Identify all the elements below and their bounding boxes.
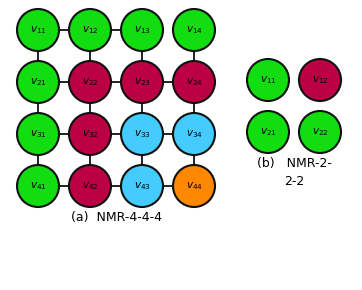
Text: $v_{32}$: $v_{32}$	[82, 128, 98, 140]
Text: $v_{11}$: $v_{11}$	[260, 74, 276, 86]
Circle shape	[299, 111, 341, 153]
Text: 2-2: 2-2	[284, 175, 304, 188]
Text: $v_{34}$: $v_{34}$	[186, 128, 202, 140]
Text: $v_{21}$: $v_{21}$	[30, 76, 46, 88]
Circle shape	[17, 61, 59, 103]
Circle shape	[247, 59, 289, 101]
Circle shape	[17, 113, 59, 155]
Text: $v_{44}$: $v_{44}$	[186, 180, 202, 192]
Text: $v_{24}$: $v_{24}$	[186, 76, 202, 88]
Circle shape	[17, 165, 59, 207]
Circle shape	[173, 61, 215, 103]
Text: $v_{14}$: $v_{14}$	[186, 24, 202, 36]
Text: $v_{12}$: $v_{12}$	[82, 24, 98, 36]
Circle shape	[173, 113, 215, 155]
Text: (a)  NMR-4-4-4: (a) NMR-4-4-4	[71, 211, 161, 224]
Text: (b)   NMR-2-: (b) NMR-2-	[257, 157, 332, 170]
Text: $v_{43}$: $v_{43}$	[134, 180, 151, 192]
Text: $v_{12}$: $v_{12}$	[312, 74, 328, 86]
Text: $v_{11}$: $v_{11}$	[30, 24, 46, 36]
Circle shape	[17, 9, 59, 51]
Circle shape	[247, 111, 289, 153]
Circle shape	[69, 61, 111, 103]
Text: $v_{23}$: $v_{23}$	[134, 76, 151, 88]
Text: $v_{22}$: $v_{22}$	[312, 126, 328, 138]
Circle shape	[69, 113, 111, 155]
Circle shape	[69, 9, 111, 51]
Text: $v_{22}$: $v_{22}$	[82, 76, 98, 88]
Text: $v_{33}$: $v_{33}$	[134, 128, 151, 140]
Text: $v_{41}$: $v_{41}$	[30, 180, 46, 192]
Circle shape	[121, 61, 163, 103]
Circle shape	[173, 165, 215, 207]
Text: $v_{21}$: $v_{21}$	[260, 126, 276, 138]
Circle shape	[121, 113, 163, 155]
Circle shape	[121, 165, 163, 207]
Circle shape	[121, 9, 163, 51]
Circle shape	[299, 59, 341, 101]
Text: $v_{42}$: $v_{42}$	[82, 180, 98, 192]
Circle shape	[69, 165, 111, 207]
Text: $v_{31}$: $v_{31}$	[30, 128, 46, 140]
Circle shape	[173, 9, 215, 51]
Text: $v_{13}$: $v_{13}$	[134, 24, 151, 36]
